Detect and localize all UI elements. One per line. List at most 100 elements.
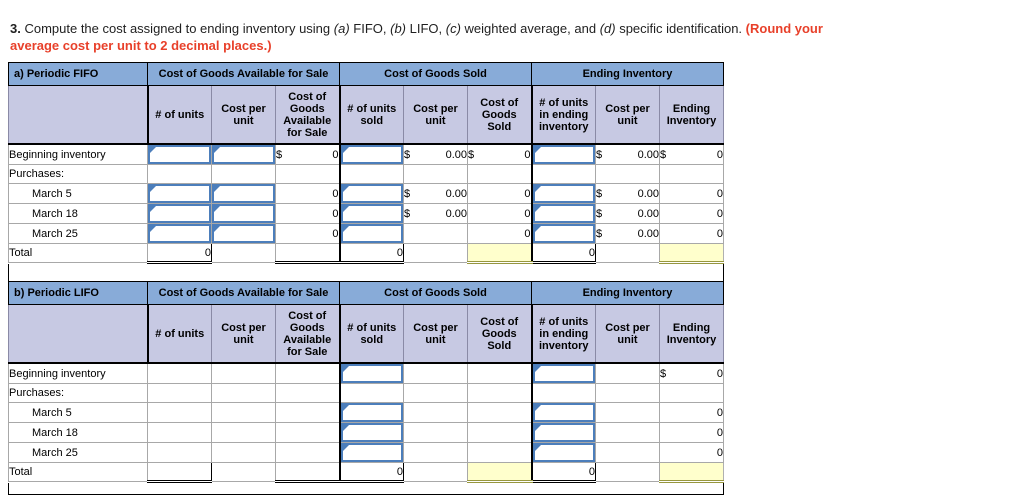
a-march-25-cost-of-goods-available-value: 0 — [275, 223, 341, 244]
b-march-18-cost-of-goods-sold-cell — [467, 422, 533, 443]
a-march-18-cost-per-unit-input[interactable] — [212, 204, 275, 223]
cell-marker-icon — [342, 186, 349, 192]
a-beginning-inventory-cost-of-goods-sold-value: $0 — [467, 143, 533, 165]
b-march-25-ei-cost-per-unit-cell — [595, 442, 660, 463]
b-total-cogs-cost-per-unit-cell — [403, 462, 468, 482]
b-beginning-inventory-cost-of-goods-available-cell — [275, 362, 341, 384]
row-label-purchases: Purchases: — [8, 164, 148, 184]
a-total-cost-of-goods-available-total — [275, 243, 341, 264]
question-text-segment: weighted average, and — [460, 21, 600, 36]
a-beginning-inventory-units-input[interactable] — [148, 145, 211, 164]
table-row-march-18: March 18 0 $0.00 0 $0.00 0 — [8, 203, 724, 224]
b-march-18-units-in-ending-inventory-input[interactable] — [532, 423, 595, 442]
row-label-purchases: Purchases: — [8, 383, 148, 403]
b-total-cost-of-goods-sold-highlighted-total — [467, 462, 533, 483]
a-beginning-inventory-cost-per-unit-cell — [211, 143, 276, 165]
a-beginning-inventory-cost-per-unit-input[interactable] — [212, 145, 275, 164]
a-total-cogs-cost-per-unit-cell — [403, 243, 468, 263]
b-beginning-inventory-units-in-ending-inventory-input[interactable] — [532, 364, 595, 383]
question-text-segment: (Round your average cost per unit to 2 d… — [10, 21, 823, 53]
col-header-ending-inventory: Ending Inventory — [659, 304, 724, 364]
b-march-5-cost-of-goods-sold-cell — [467, 402, 533, 423]
row-label-march-18: March 18 — [8, 203, 148, 224]
cell-marker-icon — [342, 206, 349, 212]
a-beginning-inventory-units-in-ending-inventory-cell — [531, 143, 596, 165]
a-march-25-units-sold-input[interactable] — [340, 224, 403, 243]
currency-symbol: $ — [596, 148, 603, 161]
cell-marker-icon — [214, 226, 220, 232]
a-beginning-inventory-units-cell — [147, 143, 212, 165]
b-march-25-units-sold-input[interactable] — [340, 443, 403, 462]
a-purchases-units-in-ending-inventory-cell — [531, 164, 596, 184]
b-march-25-cogs-cost-per-unit-cell — [403, 442, 468, 463]
a-beginning-inventory-units-in-ending-inventory-input[interactable] — [532, 145, 595, 164]
cell-marker-icon — [342, 405, 349, 411]
b-purchases-cogs-cost-per-unit-cell — [403, 383, 468, 403]
cell-marker-icon — [150, 147, 156, 153]
a-purchases-ei-cost-per-unit-cell — [595, 164, 660, 184]
cell-marker-icon — [214, 186, 220, 192]
a-march-25-ei-cost-per-unit-amount: 0.00 — [637, 227, 659, 240]
a-beginning-inventory-cogs-cost-per-unit-value: $0.00 — [403, 143, 468, 165]
currency-symbol: $ — [660, 148, 667, 161]
cell-marker-icon — [534, 226, 541, 232]
sheet-bottom-strip — [8, 483, 724, 495]
a-march-18-units-cell — [147, 203, 212, 224]
a-march-5-units-input[interactable] — [148, 184, 211, 203]
b-purchases-cost-of-goods-available-cell — [275, 383, 341, 403]
a-march-5-cost-per-unit-input[interactable] — [212, 184, 275, 203]
b-march-25-units-in-ending-inventory-input[interactable] — [532, 443, 595, 462]
b-beginning-inventory-units-sold-input[interactable] — [340, 364, 403, 383]
a-march-5-ending-inventory-amount: 0 — [716, 187, 723, 200]
table-row-march-5: March 5 0 $0.00 0 $0.00 0 — [8, 183, 724, 204]
a-purchases-cost-of-goods-sold-cell — [467, 164, 533, 184]
a-march-25-cost-per-unit-input[interactable] — [212, 224, 275, 243]
a-march-25-cost-of-goods-sold-amount: 0 — [524, 227, 531, 240]
b-march-18-units-cell — [147, 422, 212, 443]
table-row-total: Total 0 0 — [8, 462, 724, 483]
a-march-5-units-sold-input[interactable] — [340, 184, 403, 203]
a-march-18-ei-cost-per-unit-value: $0.00 — [595, 203, 660, 224]
table-row-march-5: March 5 0 — [8, 402, 724, 423]
a-march-18-cost-of-goods-sold-value: 0 — [467, 203, 533, 224]
table-row-beginning-inventory: Beginning inventory $0 $0.00 $0 $0.00 $0 — [8, 143, 724, 165]
col-header-cost-per-unit: Cost per unit — [211, 85, 276, 145]
row-label-beginning-inventory: Beginning inventory — [8, 143, 148, 165]
group-header: Cost of Goods Sold — [339, 281, 532, 305]
a-march-25-units-cell — [147, 223, 212, 244]
a-march-25-units-in-ending-inventory-input[interactable] — [532, 224, 595, 243]
a-purchases-cogs-cost-per-unit-cell — [403, 164, 468, 184]
b-purchases-cost-per-unit-cell — [211, 383, 276, 403]
cell-marker-icon — [214, 147, 220, 153]
a-march-18-units-in-ending-inventory-input[interactable] — [532, 204, 595, 223]
b-purchases-units-cell — [147, 383, 212, 403]
a-march-25-units-input[interactable] — [148, 224, 211, 243]
a-march-5-ei-cost-per-unit-amount: 0.00 — [637, 187, 659, 200]
col-header-units-sold: # of units sold — [339, 85, 404, 145]
b-march-5-units-sold-input[interactable] — [340, 403, 403, 422]
a-march-5-ei-cost-per-unit-value: $0.00 — [595, 183, 660, 204]
a-total-ei-cost-per-unit-cell — [595, 243, 660, 263]
a-march-5-units-in-ending-inventory-input[interactable] — [532, 184, 595, 203]
cell-marker-icon — [534, 445, 541, 451]
b-total-units-in-ending-inventory-total: 0 — [531, 462, 596, 483]
b-beginning-inventory-cogs-cost-per-unit-cell — [403, 362, 468, 384]
b-march-18-units-sold-input[interactable] — [340, 423, 403, 442]
a-march-18-units-sold-input[interactable] — [340, 204, 403, 223]
a-march-5-cogs-cost-per-unit-value: $0.00 — [403, 183, 468, 204]
b-march-18-cost-per-unit-cell — [211, 422, 276, 443]
b-march-5-units-in-ending-inventory-input[interactable] — [532, 403, 595, 422]
b-total-ending-inventory-highlighted-total — [659, 462, 724, 483]
a-beginning-inventory-units-sold-input[interactable] — [340, 145, 403, 164]
b-march-25-cost-of-goods-sold-cell — [467, 442, 533, 463]
b-march-25-ending-inventory-value: 0 — [659, 442, 724, 463]
a-march-18-cogs-cost-per-unit-value: $0.00 — [403, 203, 468, 224]
a-march-5-cost-of-goods-sold-value: 0 — [467, 183, 533, 204]
question-text-segment: specific identification. — [615, 21, 746, 36]
row-label-march-25: March 25 — [8, 223, 148, 244]
a-march-18-units-input[interactable] — [148, 204, 211, 223]
group-header: Cost of Goods Sold — [339, 62, 532, 86]
cell-marker-icon — [342, 425, 349, 431]
col-header-cost-per-unit: Cost per unit — [211, 304, 276, 364]
a-march-5-cost-of-goods-sold-amount: 0 — [524, 187, 531, 200]
